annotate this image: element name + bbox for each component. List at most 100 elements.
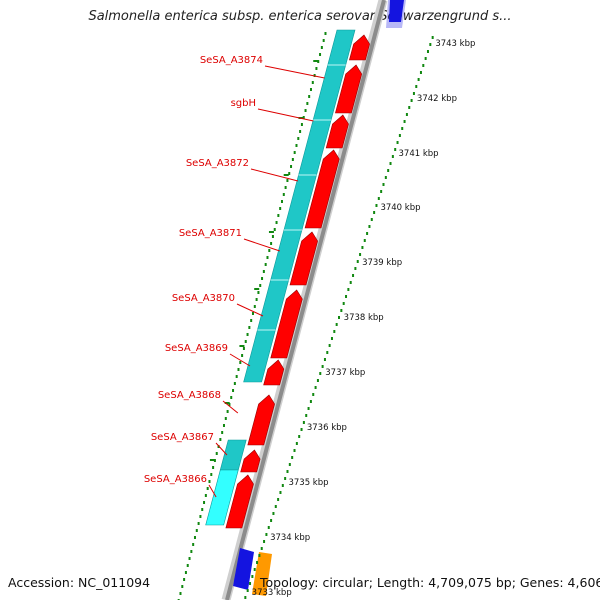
- dot: [426, 50, 429, 53]
- orf-track: [205, 29, 356, 526]
- dot: [345, 295, 348, 298]
- dot: [288, 463, 291, 466]
- dot: [248, 326, 251, 329]
- cds-arrow: [225, 474, 254, 529]
- dot: [302, 116, 305, 119]
- dot: [403, 120, 406, 123]
- dot: [380, 190, 383, 193]
- dot: [206, 487, 209, 490]
- dot: [222, 424, 225, 427]
- dot: [192, 543, 195, 546]
- cds-arrow: [325, 114, 349, 149]
- dot: [321, 365, 324, 368]
- dot: [412, 92, 415, 95]
- dot: [184, 571, 187, 574]
- dot: [366, 232, 369, 235]
- gene-label-leader: [208, 484, 217, 498]
- orf-block: [205, 469, 239, 526]
- dot: [293, 449, 296, 452]
- dot: [429, 43, 432, 46]
- dot: [251, 312, 254, 315]
- dot: [319, 372, 322, 375]
- dot: [387, 169, 390, 172]
- gene-label-leader: [243, 238, 280, 252]
- dot: [295, 442, 298, 445]
- dash: [268, 231, 274, 233]
- dot: [228, 403, 231, 406]
- dash: [224, 402, 230, 404]
- dot: [308, 95, 311, 98]
- dot: [239, 361, 242, 364]
- dot: [183, 578, 186, 581]
- dot: [375, 204, 378, 207]
- dot: [349, 281, 352, 284]
- backbone-line: [225, 0, 386, 600]
- dash: [209, 459, 215, 461]
- gene-label-leader: [250, 168, 299, 182]
- dot: [244, 340, 247, 343]
- dot: [270, 242, 273, 245]
- other-feature-blue: [233, 548, 254, 590]
- dot: [241, 354, 244, 357]
- dot: [284, 477, 287, 480]
- gene-label: SeSA_A3866: [144, 474, 207, 485]
- dot: [232, 389, 235, 392]
- tick-label: 3740 kbp: [380, 203, 420, 213]
- dot: [282, 193, 285, 196]
- dot: [354, 267, 357, 270]
- dot: [208, 480, 211, 483]
- dot: [401, 127, 404, 130]
- dot: [342, 302, 345, 305]
- dot: [255, 298, 258, 301]
- dot: [415, 85, 418, 88]
- dot: [270, 519, 273, 522]
- dot: [210, 473, 213, 476]
- tick-label: 3734 kbp: [270, 533, 310, 543]
- dot: [256, 561, 259, 564]
- dot: [389, 162, 392, 165]
- dot: [405, 113, 408, 116]
- cds-arrow: [289, 231, 318, 286]
- dot: [235, 375, 238, 378]
- dot: [302, 421, 305, 424]
- dot: [237, 368, 240, 371]
- dot: [377, 197, 380, 200]
- dot: [417, 78, 420, 81]
- dot: [333, 330, 336, 333]
- dot: [410, 99, 413, 102]
- dot: [195, 529, 198, 532]
- cds-arrow: [335, 64, 363, 114]
- dot: [330, 337, 333, 340]
- dot: [340, 309, 343, 312]
- dot: [323, 358, 326, 361]
- dot: [419, 71, 422, 74]
- dot: [193, 536, 196, 539]
- dot: [290, 165, 293, 168]
- dot: [258, 554, 261, 557]
- cds-arrow: [263, 359, 285, 386]
- dot: [373, 211, 376, 214]
- dot: [356, 260, 359, 263]
- dot: [212, 466, 215, 469]
- dot: [338, 316, 341, 319]
- dot: [422, 64, 425, 67]
- dot: [251, 575, 254, 578]
- dot: [233, 382, 236, 385]
- dot: [361, 246, 364, 249]
- orf-block: [243, 29, 356, 383]
- dot: [274, 505, 277, 508]
- dot: [277, 214, 280, 217]
- other-feature-top: [389, 0, 404, 22]
- dot: [284, 186, 287, 189]
- map-title: Salmonella enterica subsp. enterica sero…: [88, 9, 512, 24]
- dot: [324, 32, 327, 35]
- dot: [309, 400, 312, 403]
- dot: [311, 81, 314, 84]
- gc-dot-track: [177, 32, 434, 600]
- dot: [181, 585, 184, 588]
- dot: [272, 512, 275, 515]
- dash: [313, 60, 319, 62]
- dot: [384, 176, 387, 179]
- tick-label: 3739 kbp: [362, 258, 402, 268]
